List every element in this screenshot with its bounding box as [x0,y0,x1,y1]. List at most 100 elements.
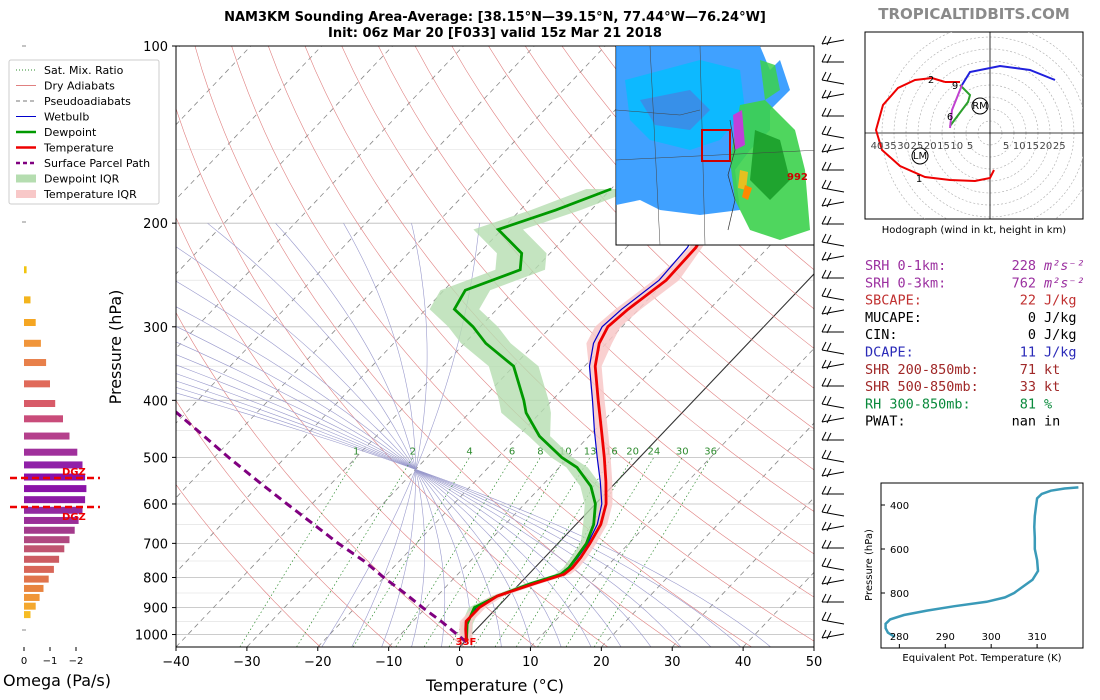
mixing-ratio-label: 2 [410,446,416,457]
x-tick-label: 10 [522,655,539,670]
y-tick-label: 500 [143,451,168,466]
wind-barb [821,629,845,640]
wind-barb [821,35,845,46]
stat-unit: % [1044,396,1052,412]
stat-label: SRH 0-1km: [865,258,946,274]
isotherm-line [176,46,606,499]
omega-bar [24,448,78,456]
hodograph-ring-label: 25 [1053,141,1066,152]
pseudoadiabat-line [176,364,652,647]
isotherm-line [176,46,535,424]
mixing-ratio-line [515,457,633,647]
omega-bar [24,584,44,592]
stat-row: SHR 200-850mb: 71 kt [865,362,1060,378]
legend-swatch [16,174,36,183]
wind-barb [821,611,845,625]
hodograph-ring-label: 5 [967,141,973,152]
stat-value: 33 [1020,379,1036,395]
dewpoint-iqr [429,189,636,643]
hodograph-trace-green [949,84,972,127]
stat-value: 762 [1012,275,1036,291]
dgz-label: DGZ [62,512,86,523]
y-tick-label: 900 [143,602,168,617]
stat-unit: J/kg [1044,293,1077,309]
stat-unit: in [1044,414,1060,430]
dry-adiabat-line [378,46,814,512]
x-tick-label: 0 [455,655,463,670]
wind-barb [821,467,845,478]
x-tick-label: 40 [735,655,752,670]
omega-bar [24,432,70,440]
omega-bar [24,266,27,274]
stat-row: SRH 0-1km: 228 m²s⁻² [865,258,1085,274]
theta-x-tick-label: 310 [1028,632,1047,643]
legend-swatch [16,190,36,198]
inset-radar-map: 992 [615,45,815,246]
omega-x-axis-label: Omega (Pa/s) [3,671,111,690]
x-tick-label: 20 [593,655,610,670]
pseudoadiabat-line [343,223,416,647]
dry-adiabat-line [194,46,680,647]
mixing-ratio-line [565,457,683,647]
stat-row: SHR 500-850mb: 33 kt [865,379,1060,395]
omega-bar [24,400,56,408]
pseudoadiabat-line [351,223,428,647]
pseudoadiabat-line [176,280,502,647]
skewt-frame [175,45,815,648]
y-tick-label: 400 [143,394,168,409]
theta-e-x-axis-label: Equivalent Pot. Temperature (K) [902,653,1061,664]
mixing-ratio-label: 13 [584,446,597,457]
dry-adiabat-line [561,46,814,310]
wind-barb [821,161,844,172]
mixing-ratio-label: 1 [353,446,359,457]
legend-label: Temperature IQR [43,188,137,201]
y-tick-label: 1000 [135,629,168,644]
pseudoadiabat-line [176,341,592,647]
stat-value: nan [1012,414,1036,430]
mixing-ratio-label: 16 [605,446,618,457]
theta-e-y-axis-label: Pressure (hPa) [864,529,875,601]
omega-bar [24,380,50,388]
pseudoadiabat-line [176,392,771,647]
stat-row: DCAPE: 11 J/kg [865,345,1077,361]
hodograph-trace-magenta [949,84,963,129]
dry-adiabat-line [176,107,609,647]
wind-barb [821,539,844,550]
isotherm-line [530,347,814,647]
skewt-x-axis-label: Temperature (°C) [425,676,564,695]
mixing-ratio-line [473,457,591,647]
theta-x-tick-label: 280 [890,632,909,643]
mixing-ratio-line [423,457,541,647]
y-tick-label: 200 [143,217,168,232]
omega-bar [24,461,83,469]
omega-bar [24,575,49,583]
x-tick-label: −30 [233,655,260,670]
omega-bar [24,611,31,619]
stat-label: DCAPE: [865,345,914,361]
stat-row: PWAT: nan in [865,414,1060,430]
theta-y-tick-label: 400 [890,501,909,512]
omega-bar [24,359,47,367]
x-tick-label: 50 [806,655,823,670]
wind-barb [821,197,845,208]
wind-barb [821,395,845,409]
hodograph-ring-label: 30 [897,141,910,152]
stat-label: CIN: [865,327,898,343]
hodograph-trace-0-3km [874,76,995,183]
mixing-ratio-label: 30 [676,446,689,457]
wind-barb [821,143,845,154]
pseudoadiabat-line [176,326,562,647]
wind-barb [821,251,845,262]
stat-unit: m²s⁻² [1043,258,1085,274]
stat-unit: m²s⁻² [1043,275,1085,291]
dry-adiabat-line [176,484,321,647]
omega-bar [24,296,31,304]
stat-value: 71 [1020,362,1036,378]
omega-bar [24,536,70,544]
stat-label: SHR 500-850mb: [865,379,979,395]
y-tick-label: 800 [143,571,168,586]
hodograph-height-label: 2 [928,75,934,86]
wind-barb [821,413,845,424]
theta-y-tick-label: 800 [890,589,909,600]
